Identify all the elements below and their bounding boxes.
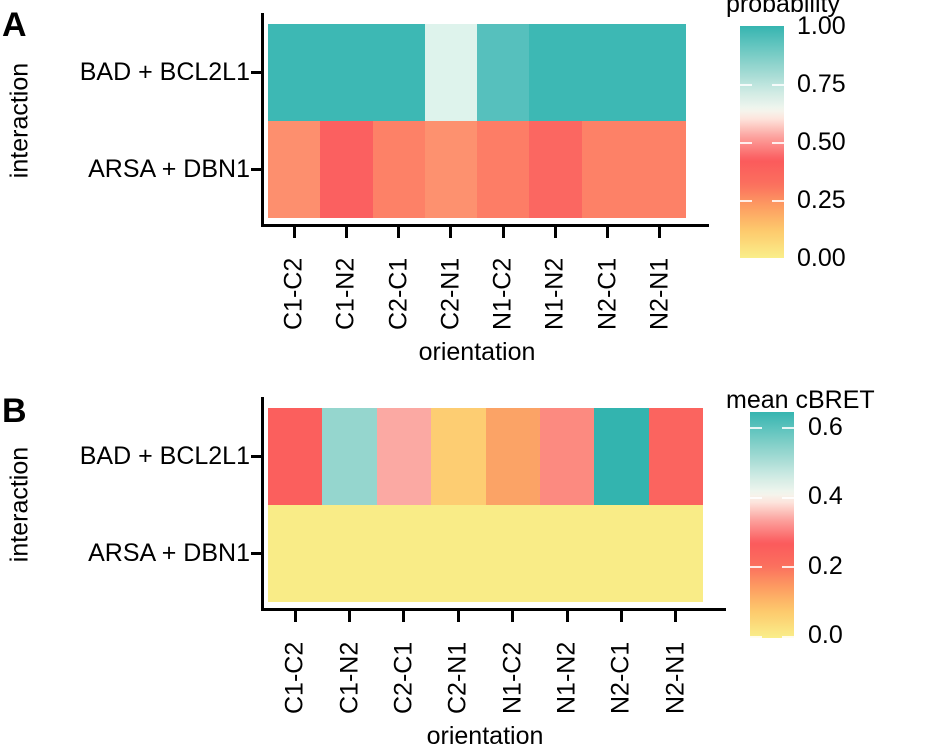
panel-b-y-tick-arsa-dbn1: ARSA + DBN1 — [88, 539, 250, 567]
x-tickmark — [553, 227, 557, 238]
panel-a-legend-tick-right-2 — [772, 142, 784, 144]
x-tickmark — [456, 611, 460, 622]
panel-a-legend-label-3: 0.50 — [797, 128, 846, 156]
heat-cell — [485, 505, 540, 602]
panel-a-legend-title: probability — [726, 0, 840, 18]
x-tickmark — [674, 611, 678, 622]
heat-cell — [322, 505, 377, 602]
x-tickmark — [292, 227, 296, 238]
panel-a-x-axis-line — [261, 224, 709, 227]
heat-cell — [320, 24, 373, 121]
panel-b-y-tick-bad-bcl2l1: BAD + BCL2L1 — [79, 442, 250, 470]
panel-a-x-axis-title: orientation — [418, 338, 536, 366]
panel-b-legend-tick-left-1 — [750, 427, 762, 429]
heat-cell — [485, 408, 540, 505]
heat-cell — [648, 408, 703, 505]
panel-a-plot-area — [268, 24, 686, 218]
panel-a-cell-grid — [268, 24, 686, 218]
panel-b-x-axis-title: orientation — [426, 722, 544, 750]
panel-b-legend-colorbar — [750, 412, 794, 638]
panel-a-legend-tick-left-1 — [740, 84, 752, 86]
x-tickmark — [402, 611, 406, 622]
panel-a-legend-tick-right-1 — [772, 84, 784, 86]
panel-a-y-axis-line — [261, 13, 264, 226]
panel-a-y-tickmark-1 — [251, 71, 261, 74]
panel-a-legend-tick-left-2 — [740, 142, 752, 144]
panel-b-y-axis-line — [261, 397, 264, 610]
heat-cell — [268, 24, 321, 121]
heat-cell — [529, 121, 582, 218]
panel-a-legend-label-4: 0.25 — [797, 186, 846, 214]
x-tickmark — [449, 227, 453, 238]
panel-a-legend-label-2: 0.75 — [797, 70, 846, 98]
heat-cell — [581, 121, 634, 218]
panel-b-plot-area — [268, 408, 703, 602]
panel-a-y-tick-bad-bcl2l1: BAD + BCL2L1 — [79, 58, 250, 86]
panel-a-y-tickmark-2 — [251, 168, 261, 171]
panel-a-letter: A — [2, 6, 27, 44]
heat-cell — [539, 408, 595, 505]
heat-cell — [633, 24, 686, 121]
x-tickmark — [348, 611, 352, 622]
panel-a-legend-tick-right-3 — [772, 200, 784, 202]
heat-cell — [648, 505, 703, 602]
panel-b-legend-tick-left-4 — [750, 636, 762, 638]
x-tickmark — [293, 611, 297, 622]
panel-b-y-tickmark-1 — [251, 455, 261, 458]
x-tickmark — [344, 227, 348, 238]
panel-b-cell-grid — [268, 408, 703, 602]
heat-cell — [372, 121, 425, 218]
heat-cell — [594, 505, 649, 602]
x-tickmark — [658, 227, 662, 238]
heat-cell — [268, 408, 323, 505]
panel-b-legend-label-2: 0.4 — [808, 482, 843, 510]
panel-a-y-tick-arsa-dbn1: ARSA + DBN1 — [88, 155, 250, 183]
heat-cell — [268, 121, 321, 218]
heat-cell — [372, 24, 425, 121]
heat-cell — [594, 408, 649, 505]
heat-cell — [477, 24, 530, 121]
heat-cell — [322, 408, 377, 505]
panel-b-legend-title: mean cBRET — [726, 386, 875, 414]
heat-cell — [376, 505, 432, 602]
heat-cell — [268, 505, 323, 602]
x-tickmark — [501, 227, 505, 238]
panel-b-legend-tick-left-2 — [750, 497, 762, 499]
x-tickmark — [565, 611, 569, 622]
panel-a-legend-label-5: 0.00 — [797, 244, 846, 272]
heat-cell — [477, 121, 530, 218]
heat-cell — [320, 121, 373, 218]
x-tickmark — [511, 611, 515, 622]
panel-b-x-axis-line — [261, 608, 726, 611]
panel-b-legend-tick-right-1 — [782, 427, 794, 429]
panel-b-legend-tick-right-3 — [782, 566, 794, 568]
heat-cell — [529, 24, 582, 121]
heat-cell — [431, 505, 486, 602]
heat-cell — [431, 408, 486, 505]
heat-cell — [581, 24, 634, 121]
panel-b-letter: B — [2, 392, 27, 430]
panel-a-legend-tick-left-3 — [740, 200, 752, 202]
panel-a-legend-label-1: 1.00 — [797, 12, 846, 40]
heat-cell — [376, 408, 432, 505]
x-tickmark — [397, 227, 401, 238]
panel-b-legend-tick-right-2 — [782, 497, 794, 499]
heat-cell — [424, 121, 477, 218]
heat-cell — [539, 505, 595, 602]
panel-b-legend-label-1: 0.6 — [808, 413, 843, 441]
x-tickmark — [606, 227, 610, 238]
panel-b-y-tickmark-2 — [251, 552, 261, 555]
panel-b-legend-tick-right-4 — [782, 636, 794, 638]
x-tickmark — [619, 611, 623, 622]
heat-cell — [633, 121, 686, 218]
panel-b-legend-label-4: 0.0 — [808, 621, 843, 649]
heat-cell — [424, 24, 477, 121]
panel-b-legend-label-3: 0.2 — [808, 552, 843, 580]
panel-b-legend-tick-left-3 — [750, 566, 762, 568]
